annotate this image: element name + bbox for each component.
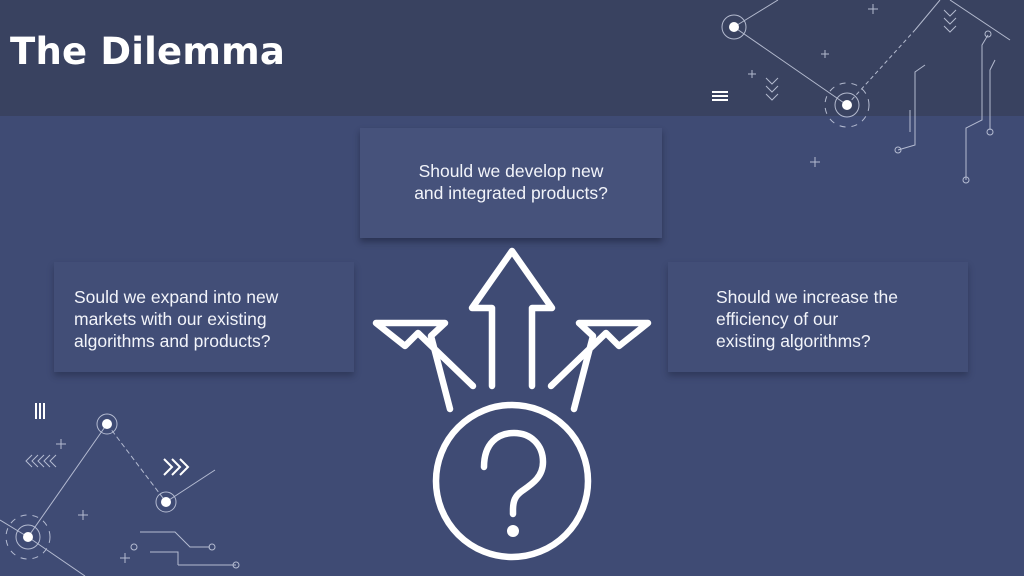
question-line: existing algorithms? xyxy=(716,331,871,351)
question-line: markets with our existing xyxy=(74,309,267,329)
title-bar: The Dilemma xyxy=(0,0,1024,116)
question-box-increase-efficiency: Should we increase the efficiency of our… xyxy=(668,262,968,372)
question-with-arrows-icon xyxy=(372,247,652,561)
circuit-decoration-top-right-icon xyxy=(712,0,1011,184)
question-line: algorithms and products? xyxy=(74,331,271,351)
circuit-decoration-bottom-left-icon xyxy=(0,403,240,576)
question-line: Should we increase the xyxy=(716,287,898,307)
question-line: Sould we expand into new xyxy=(74,287,279,307)
question-box-expand-markets: Sould we expand into new markets with ou… xyxy=(54,262,354,372)
question-line: Should we develop new xyxy=(418,161,604,181)
slide-title: The Dilemma xyxy=(10,30,286,73)
question-line: efficiency of our xyxy=(716,309,839,329)
question-box-develop-products: Should we develop new and integrated pro… xyxy=(360,128,662,238)
question-line: and integrated products? xyxy=(414,183,608,203)
